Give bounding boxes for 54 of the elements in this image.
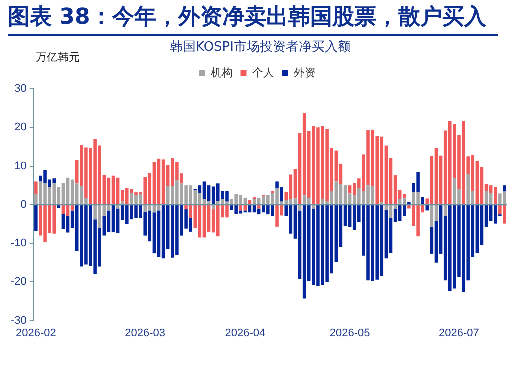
bar: [207, 186, 211, 202]
bar: [157, 158, 161, 204]
bar: [430, 205, 434, 227]
bar: [112, 205, 116, 232]
bar: [162, 160, 166, 204]
bar: [348, 186, 352, 194]
x-tick-label: 2026-02: [16, 327, 56, 340]
y-tick-label: -30: [10, 314, 27, 327]
y-tick-label: -10: [10, 238, 27, 250]
bar: [116, 205, 120, 209]
bar: [107, 178, 111, 204]
x-tick-label: 2026-04: [225, 327, 266, 340]
bar: [34, 205, 38, 232]
bar: [202, 182, 206, 200]
bar: [152, 162, 156, 204]
bar: [421, 197, 424, 204]
legend-label: 外资: [294, 68, 316, 80]
bar: [339, 184, 343, 204]
bar: [239, 205, 243, 211]
legend-label: 个人: [252, 68, 274, 80]
x-tick-label: 2026-03: [125, 327, 166, 340]
bar: [162, 205, 166, 259]
bar: [312, 205, 316, 209]
chart-title: 图表 38：今年，外资净卖出韩国股票，散户买入: [8, 2, 498, 36]
bar: [116, 208, 120, 234]
bar: [307, 198, 311, 204]
bar: [344, 186, 348, 204]
y-tick-label: 10: [14, 160, 27, 172]
x-tick-label: 2026-05: [330, 327, 370, 340]
bar: [152, 212, 156, 254]
y-tick-label: 20: [14, 122, 27, 134]
bar: [66, 205, 70, 216]
bar: [434, 148, 438, 204]
bar: [116, 178, 120, 204]
bar: [503, 186, 506, 192]
chart-subtitle: 韩国KOSPI市场投资者净买入额: [170, 40, 351, 55]
bar: [62, 205, 66, 215]
bar: [198, 205, 202, 238]
bar: [34, 182, 38, 194]
bar: [444, 205, 448, 216]
bar: [62, 214, 66, 230]
bar: [112, 176, 116, 204]
bar: [202, 205, 206, 238]
y-tick-label: 0: [20, 198, 27, 211]
bar: [66, 178, 70, 204]
y-tick-label: -20: [10, 276, 27, 288]
y-axis-title: 万亿韩元: [36, 50, 80, 65]
legend-label: 机构: [210, 68, 233, 80]
y-tick-label: 30: [14, 83, 27, 96]
bar: [494, 187, 498, 204]
bar: [389, 205, 393, 218]
bar: [348, 205, 352, 228]
bar: [257, 205, 261, 209]
x-tick-label: 2026-07: [439, 327, 480, 340]
